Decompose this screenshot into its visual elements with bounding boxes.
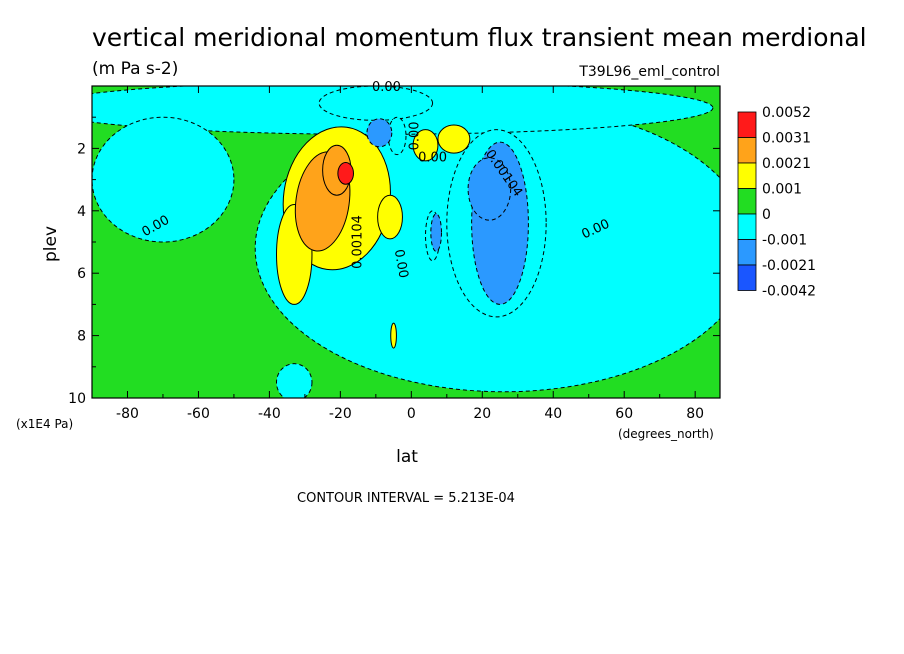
positive-flux-region: [390, 322, 397, 349]
contour-label: 0.00: [372, 80, 401, 95]
y-tick-label: 4: [77, 204, 86, 220]
x-axis: -80 -60 -40 -20 0 20 40 60 80: [91, 86, 704, 422]
legend-label: 0.0031: [762, 131, 811, 147]
x-tick-label: -80: [116, 406, 139, 422]
positive-flux-region: [412, 129, 439, 162]
contour-label: 0.00: [391, 248, 411, 279]
legend-label: 0: [762, 207, 771, 223]
legend-swatch: [737, 188, 757, 215]
legend-swatch: [737, 239, 757, 266]
y-tick-label: 10: [68, 391, 86, 407]
chart-title: vertical meridional momentum flux transi…: [92, 23, 867, 52]
x-tick-label: 80: [686, 406, 704, 422]
legend-label: -0.0042: [762, 284, 816, 300]
legend-swatch: [737, 162, 757, 189]
x-tick-label: 40: [544, 406, 562, 422]
legend-label: -0.0021: [762, 258, 816, 274]
x-tick-label: -40: [258, 406, 281, 422]
legend-swatch: [737, 264, 757, 291]
y-axis: 2 4 6 8 10: [68, 116, 720, 407]
x-axis-units: (degrees_north): [618, 427, 714, 441]
negative-region: [276, 363, 313, 398]
colorbar-legend: 0.0052 0.0031 0.0021 0.001 0 -0.001 -0.0021 -0.…: [737, 105, 816, 300]
x-tick-label: -20: [329, 406, 352, 422]
y-tick-label: 2: [77, 141, 86, 157]
y-tick-label: 8: [77, 329, 86, 345]
legend-label: -0.001: [762, 233, 807, 249]
legend-label: 0.0052: [762, 105, 811, 121]
y-axis-label: plev: [41, 226, 61, 262]
x-tick-label: 20: [473, 406, 491, 422]
legend-label: 0.001: [762, 182, 802, 198]
flux-regions: [275, 86, 547, 349]
contour-label: 0.00: [407, 121, 422, 150]
run-label: T39L96_eml_control: [578, 64, 720, 80]
negative-region: [92, 116, 235, 243]
y-axis-units: (x1E4 Pa): [16, 417, 73, 431]
contour-label: 0.00104: [351, 215, 366, 269]
negative-flux-region: [318, 86, 434, 121]
legend-swatch: [737, 111, 757, 138]
positive-flux-region: [377, 194, 403, 240]
negative-flux-region: [366, 118, 393, 148]
plot-area: [92, 86, 720, 398]
contour-interval: CONTOUR INTERVAL = 5.213E-04: [297, 491, 515, 506]
x-tick-label: -60: [187, 406, 210, 422]
x-tick-label: 0: [407, 406, 416, 422]
positive-flux-region: [337, 161, 354, 185]
contour-label: 0.00: [418, 150, 447, 165]
chart-units: (m Pa s-2): [92, 59, 178, 79]
y-tick-label: 6: [77, 266, 86, 282]
legend-swatch: [737, 137, 757, 164]
x-axis-label: lat: [396, 447, 418, 467]
x-tick-label: 60: [615, 406, 633, 422]
positive-flux-region: [437, 124, 471, 154]
legend-label: 0.0021: [762, 156, 811, 172]
negative-flux-region: [467, 157, 512, 221]
legend-swatch: [737, 213, 757, 240]
negative-flux-region: [430, 213, 442, 252]
